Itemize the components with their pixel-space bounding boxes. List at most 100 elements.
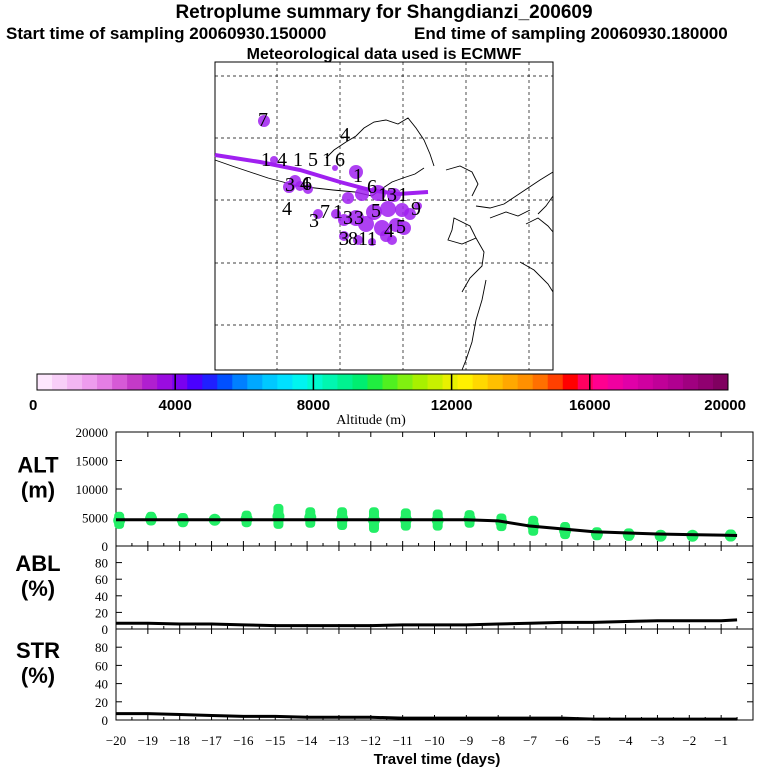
colorbar-swatch	[277, 374, 293, 390]
colorbar-swatch	[637, 374, 654, 390]
plume-particle-cluster	[358, 216, 374, 232]
colorbar-swatch	[592, 374, 609, 390]
trajectory-cluster-label: 6	[302, 173, 312, 195]
colorbar-swatch	[157, 374, 173, 390]
trajectory-cluster-label: 1	[378, 184, 388, 206]
plume-particle-cluster	[338, 214, 350, 226]
x-tick-label: −5	[587, 733, 601, 748]
panel-ylabel-str: (%)	[21, 663, 55, 688]
plume-particle-cluster	[387, 188, 401, 202]
colorbar-swatch	[412, 374, 428, 390]
x-tick-label: −16	[233, 733, 254, 748]
plume-particle-cluster	[339, 231, 349, 241]
border-line	[325, 117, 435, 167]
x-tick-label: −6	[555, 733, 569, 748]
colorbar-swatch	[307, 374, 323, 390]
trajectory-cluster-label: 3	[285, 174, 295, 196]
colorbar-swatch	[442, 374, 459, 390]
coastline	[475, 171, 554, 209]
colorbar-swatch	[547, 374, 564, 390]
trajectory-cluster-label: 1	[358, 228, 368, 250]
colorbar-tick-label: 8000	[297, 397, 330, 414]
colorbar-swatch	[322, 374, 338, 390]
coastline	[447, 217, 477, 245]
y-tick-label: 0	[102, 622, 109, 637]
trajectory-cluster-label: 1	[261, 149, 271, 171]
trajectory-cluster-label: 5	[308, 149, 318, 171]
series-line-alt	[116, 518, 738, 537]
border-line	[445, 165, 479, 197]
colorbar-swatch	[622, 374, 639, 390]
plume-particle-cluster	[342, 192, 354, 204]
y-tick-label: 0	[102, 713, 109, 728]
trajectory-cluster-label: 3	[309, 210, 319, 232]
colorbar-tick-label: 12000	[431, 397, 473, 414]
trajectory-cluster-label: 3	[343, 207, 353, 229]
y-tick-label: 40	[95, 589, 108, 604]
border-line	[489, 209, 531, 219]
plume-particle-cluster	[313, 209, 323, 219]
colorbar-swatch	[112, 374, 128, 390]
trajectory-cluster-label: 4	[300, 173, 310, 195]
x-tick-label: −9	[459, 733, 473, 748]
panel-ylabel-abl: (%)	[21, 576, 55, 601]
trajectory-cluster-label: 1	[398, 184, 408, 206]
end-time-label: End time of sampling 20060930.180000	[414, 24, 728, 43]
plume-particle-cluster	[258, 115, 270, 127]
colorbar-swatch	[652, 374, 669, 390]
plume-particle-cluster	[366, 204, 382, 220]
x-tick-label: −20	[106, 733, 126, 748]
x-tick-label: −1	[714, 733, 728, 748]
plume-particle-cluster	[387, 235, 397, 245]
trajectory-cluster-label: 3	[387, 184, 397, 206]
colorbar-swatch	[607, 374, 624, 390]
colorbar-swatch	[532, 374, 549, 390]
trajectory-cluster-label: 1	[367, 228, 377, 250]
x-tick-label: −7	[523, 733, 537, 748]
trajectory-cluster-label: 1	[353, 165, 363, 187]
colorbar-swatch	[67, 374, 83, 390]
series-line-str	[116, 712, 738, 721]
y-tick-label: 80	[95, 556, 108, 571]
start-time-label: Start time of sampling 20060930.150000	[6, 24, 327, 43]
x-tick-label: −10	[424, 733, 444, 748]
colorbar-outline	[36, 373, 729, 391]
series-line-abl	[116, 618, 738, 628]
y-tick-label: 40	[95, 677, 108, 692]
x-tick-label: −14	[297, 733, 318, 748]
plume-particle-cluster	[331, 209, 341, 219]
panel-ylabel-alt: ALT	[17, 453, 59, 478]
colorbar-swatch	[262, 374, 278, 390]
trajectory-cluster-label: 8	[348, 228, 358, 250]
colorbar-label: Altitude (m)	[336, 413, 406, 428]
panel-frame-abl	[115, 545, 754, 630]
y-tick-label: 20	[95, 695, 108, 710]
plume-particle-cluster	[295, 181, 305, 191]
y-tick-label: 10000	[76, 482, 109, 497]
colorbar-swatch	[382, 374, 398, 390]
trajectory-cluster-label: 6	[335, 149, 345, 171]
coastline	[519, 261, 554, 293]
colorbar-swatch	[682, 374, 699, 390]
colorbar-tick-label: 4000	[159, 397, 192, 414]
colorbar-tick-label: 16000	[569, 397, 611, 414]
x-tick-label: −4	[619, 733, 633, 748]
plume-particle-cluster	[332, 165, 338, 171]
coastline	[461, 279, 487, 371]
x-tick-label: −19	[138, 733, 158, 748]
meteorological-data-label: Meteorological data used is ECMWF	[246, 46, 522, 63]
plume-particle-cluster	[404, 208, 416, 220]
trajectory-cluster-label: 5	[396, 216, 406, 238]
colorbar-swatch	[712, 374, 729, 390]
colorbar-swatch	[292, 374, 308, 390]
trajectory-cluster-label: 7	[258, 109, 268, 131]
colorbar-swatch	[397, 374, 413, 390]
x-tick-label: −18	[170, 733, 190, 748]
particle-altitude-point	[304, 511, 317, 524]
panel-frame-str	[115, 628, 754, 721]
x-tick-label: −2	[682, 733, 696, 748]
x-tick-label: −13	[329, 733, 349, 748]
colorbar-swatch	[427, 374, 443, 390]
